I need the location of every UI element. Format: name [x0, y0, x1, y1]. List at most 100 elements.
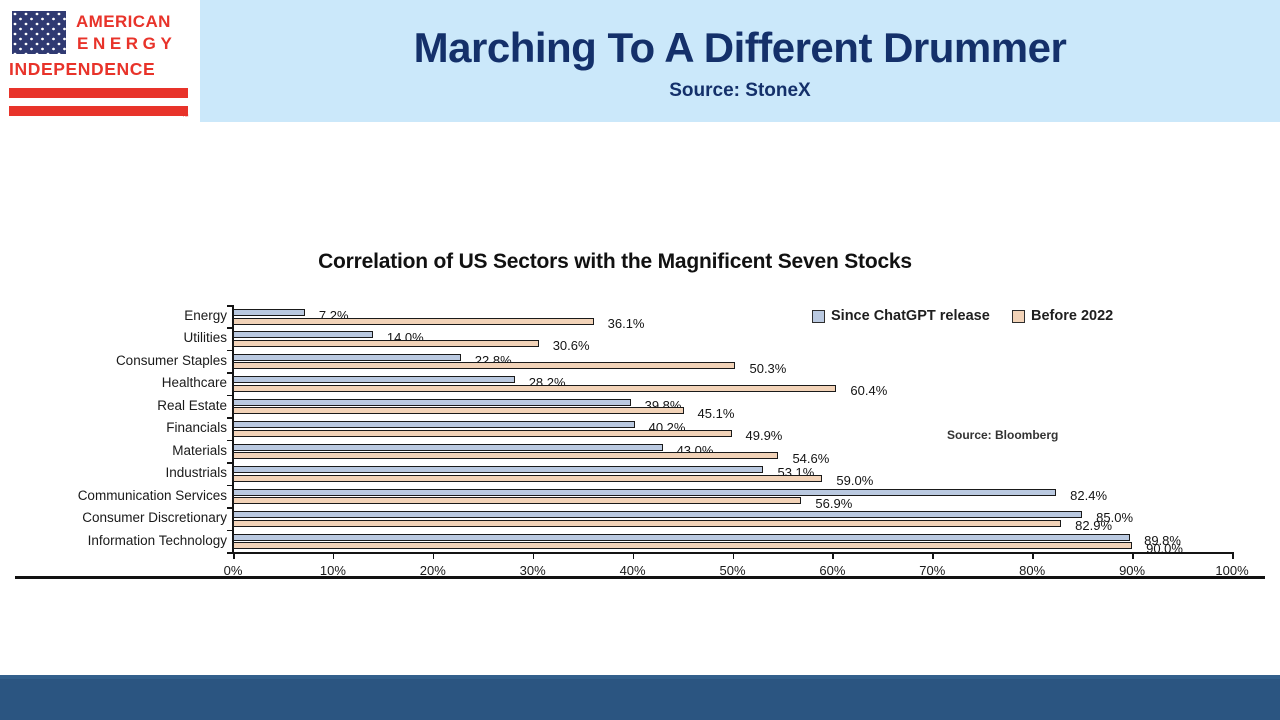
legend-swatch-blue	[812, 309, 825, 323]
x-axis-tick-label: 0%	[223, 563, 243, 578]
y-axis-tick	[227, 349, 233, 352]
value-label: 56.9%	[815, 495, 853, 511]
bar-before-2022	[233, 407, 684, 415]
bar-since-chatgpt	[233, 309, 305, 316]
logo: AMERICAN ENERGY INDEPENDENCE ™	[0, 0, 200, 122]
bar-since-chatgpt	[233, 398, 631, 406]
y-axis-tick	[227, 462, 233, 464]
x-axis-tick	[832, 552, 834, 559]
value-label: 49.9%	[745, 428, 783, 444]
bar-before-2022	[233, 339, 539, 347]
chart-source-annotation: Source: Bloomberg	[947, 428, 1059, 442]
x-axis-tick	[532, 552, 535, 559]
x-axis-tick	[932, 552, 934, 559]
y-axis-tick	[227, 417, 233, 419]
value-label: 45.1%	[697, 405, 735, 421]
x-axis-tick	[1232, 552, 1234, 559]
x-axis-tick-label: 60%	[819, 563, 846, 578]
x-axis-tick	[632, 552, 635, 559]
value-label: 60.4%	[850, 383, 888, 399]
value-label: 59.0%	[836, 473, 874, 489]
slide-title: Marching To A Different Drummer	[413, 24, 1067, 71]
separator-line	[15, 576, 1265, 579]
y-axis-tick	[227, 439, 233, 442]
y-axis-tick	[227, 484, 233, 487]
category-label: Materials	[172, 442, 227, 458]
logo-stripe	[9, 88, 188, 98]
bar-since-chatgpt	[233, 376, 515, 384]
y-axis-tick	[227, 372, 233, 374]
y-axis-tick	[227, 529, 233, 532]
value-label: 50.3%	[749, 360, 787, 376]
slide-subtitle: Source: StoneX	[669, 80, 811, 101]
footer-bar	[0, 675, 1280, 720]
category-label: Consumer Discretionary	[82, 510, 227, 526]
bar-before-2022	[233, 317, 594, 325]
bar-since-chatgpt	[233, 466, 764, 474]
x-axis-tick	[432, 552, 435, 559]
bar-since-chatgpt	[233, 421, 635, 429]
category-label: Consumer Staples	[115, 352, 227, 368]
bar-before-2022	[233, 474, 823, 482]
x-axis-tick	[1132, 552, 1134, 559]
logo-stripe	[9, 106, 188, 116]
bar-chart-plot-area: 7.2% 36.1% 14.0% 30.6% 22.8% 50.3% 28.2% 60.4% 3…	[224, 305, 1249, 578]
value-label: 82.4%	[1070, 487, 1108, 503]
y-axis-tick	[227, 552, 233, 554]
legend-item-since-chatgpt: Since ChatGPT release	[812, 308, 990, 324]
bar-before-2022	[233, 452, 779, 460]
x-axis-tick	[233, 552, 235, 559]
value-label: 90.0%	[1146, 540, 1183, 556]
legend-label: Since ChatGPT release	[831, 308, 990, 324]
category-label: Real Estate	[157, 397, 227, 413]
x-axis-tick-label: 100%	[1215, 563, 1249, 578]
logo-text-energy: ENERGY	[77, 34, 177, 53]
y-axis-line	[232, 305, 234, 553]
trademark-symbol: ™	[182, 114, 189, 121]
logo-text-independence: INDEPENDENCE	[9, 59, 156, 79]
legend-item-before-2022: Before 2022	[1012, 308, 1113, 324]
value-label: 85.0%	[1096, 510, 1134, 526]
bar-before-2022	[233, 519, 1062, 527]
bar-since-chatgpt	[233, 488, 1057, 496]
bar-before-2022	[233, 429, 732, 437]
y-axis-tick	[227, 305, 233, 307]
category-label: Financials	[166, 420, 227, 436]
x-axis-tick-label: 30%	[519, 563, 546, 578]
category-label: Information Technology	[87, 532, 227, 548]
category-label: Industrials	[165, 465, 227, 481]
header-band: Marching To A Different Drummer Source: …	[200, 0, 1280, 122]
x-axis-tick-label: 80%	[1019, 563, 1046, 578]
x-axis-tick-label: 20%	[419, 563, 446, 578]
x-axis-tick-label: 90%	[1119, 563, 1146, 578]
y-axis-tick	[227, 507, 233, 509]
x-axis-tick	[332, 552, 335, 559]
bar-since-chatgpt	[233, 443, 663, 451]
y-axis-tick	[227, 394, 233, 397]
value-label: 54.6%	[792, 450, 830, 466]
x-axis-tick-label: 10%	[319, 563, 346, 578]
bar-before-2022	[233, 497, 802, 505]
bar-since-chatgpt	[233, 353, 461, 361]
chart-title: Correlation of US Sectors with the Magni…	[318, 250, 912, 273]
x-axis-tick	[732, 552, 734, 559]
x-axis-tick-label: 70%	[919, 563, 946, 578]
category-label: Utilities	[183, 330, 227, 346]
bar-since-chatgpt	[233, 331, 373, 339]
logo-text-american: AMERICAN	[76, 12, 171, 31]
bar-before-2022	[233, 362, 736, 370]
y-axis-tick	[227, 327, 233, 329]
legend-swatch-peach	[1012, 309, 1025, 323]
value-label: 89.8%	[1144, 532, 1181, 548]
value-label: 82.9%	[1075, 518, 1113, 534]
bar-before-2022	[233, 542, 1133, 550]
x-axis-tick	[1032, 552, 1034, 559]
legend-label: Before 2022	[1031, 308, 1114, 324]
bar-since-chatgpt	[233, 533, 1131, 541]
category-label: Energy	[184, 308, 227, 323]
bar-before-2022	[233, 384, 837, 392]
x-axis-tick-label: 40%	[619, 563, 646, 578]
bar-since-chatgpt	[233, 511, 1083, 519]
category-label: Healthcare	[161, 375, 227, 391]
